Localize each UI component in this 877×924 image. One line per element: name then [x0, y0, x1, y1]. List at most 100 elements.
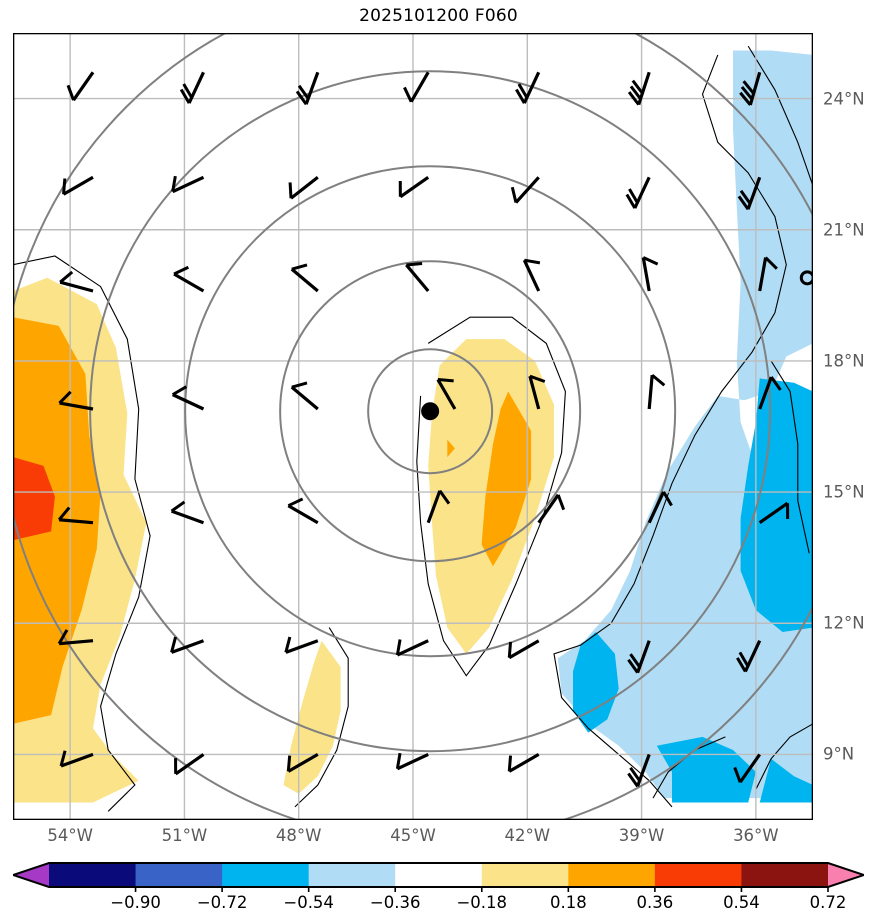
y-tick-label-5: 9°N — [823, 744, 855, 764]
colorbar-tick-label-3: −0.36 — [369, 893, 421, 912]
map-panel — [13, 33, 813, 820]
colorbar-tick-label-0: −0.90 — [110, 893, 161, 912]
x-tick-label-2: 48°W — [275, 826, 322, 845]
colorbar-tick-label-5: 0.18 — [549, 893, 587, 912]
y-tick-label-1: 21°N — [823, 220, 865, 240]
colorbar[interactable] — [13, 858, 864, 892]
wind-barb — [288, 176, 319, 200]
storm-center-marker[interactable] — [421, 402, 440, 421]
contour-outline — [294, 627, 349, 808]
wind-barb — [403, 71, 430, 103]
wind-barb — [627, 753, 651, 788]
colorbar-cell — [828, 863, 864, 887]
wind-barb — [426, 489, 451, 524]
wind-barb — [290, 381, 319, 411]
colorbar-cell — [13, 863, 49, 887]
wind-barb — [647, 373, 666, 410]
map-svg — [13, 33, 813, 820]
wind-barb — [758, 501, 790, 525]
y-tick-label-0: 24°N — [823, 89, 865, 109]
range-ring — [184, 165, 677, 658]
wind-barb — [507, 753, 540, 773]
wind-barb — [395, 752, 429, 771]
wind-barb — [59, 750, 94, 768]
wind-barb — [507, 639, 540, 660]
range-ring-layer — [13, 33, 813, 820]
wind-barb — [758, 256, 778, 292]
wind-barb — [528, 374, 546, 410]
range-ring — [367, 348, 494, 475]
y-tick-label-2: 18°N — [823, 351, 865, 371]
colorbar-cell — [222, 863, 310, 887]
contour-outline — [416, 316, 566, 677]
wind-barb — [736, 640, 762, 673]
colorbar-tick-label-4: −0.18 — [456, 893, 508, 912]
wind-barb — [405, 261, 430, 293]
colorbar-tick-label-2: −0.54 — [283, 893, 334, 912]
wind-barb — [398, 175, 430, 199]
x-tick-label-3: 45°W — [390, 826, 436, 845]
colorbar-cell — [308, 863, 396, 887]
filled-region — [740, 378, 813, 632]
wind-barb — [171, 175, 205, 194]
filled-region — [13, 317, 101, 724]
filled-contour-layer — [13, 50, 813, 803]
range-ring — [279, 260, 582, 563]
contour-outline — [755, 723, 813, 790]
wind-barb-layer — [57, 71, 790, 788]
wind-barb — [627, 71, 651, 106]
secondary-point-marker[interactable] — [799, 270, 813, 286]
x-tick-label-1: 51°W — [161, 826, 208, 845]
map-frame — [13, 33, 813, 820]
wind-barb — [286, 753, 319, 773]
filled-region — [13, 457, 55, 541]
colorbar-cell — [49, 863, 137, 887]
x-tick-label-0: 54°W — [47, 826, 93, 845]
colorbar-svg — [13, 862, 864, 892]
wind-barb — [287, 497, 319, 525]
x-tick-label-5: 39°W — [618, 826, 665, 845]
filled-region — [759, 758, 813, 803]
filled-region — [481, 391, 532, 567]
colorbar-cell — [395, 863, 483, 887]
wind-barb — [170, 500, 205, 525]
filled-region — [557, 50, 813, 799]
colorbar-cell — [568, 863, 656, 887]
colorbar-tick-label-8: 0.72 — [809, 893, 847, 912]
wind-barb — [174, 753, 205, 776]
wind-barb — [295, 71, 320, 106]
wind-barb — [647, 491, 673, 524]
wind-barb — [515, 71, 541, 104]
wind-barb — [510, 176, 540, 204]
marker-layer — [421, 270, 813, 421]
wind-barb — [171, 385, 205, 411]
colorbar-cell — [654, 863, 743, 887]
colorbar-tick-label-1: −0.72 — [196, 893, 248, 912]
colorbar-cell — [481, 863, 569, 887]
wind-barb — [290, 263, 319, 293]
wind-barb — [57, 629, 94, 646]
wind-barb — [737, 176, 762, 211]
x-tick-label-4: 42°W — [504, 826, 551, 845]
y-tick-label-4: 12°N — [823, 613, 865, 633]
wind-barb — [179, 71, 205, 104]
wind-barb — [62, 175, 94, 196]
filled-region — [447, 439, 455, 458]
colorbar-cell — [135, 863, 223, 887]
x-tick-label-6: 36°W — [733, 826, 779, 845]
wind-barb — [284, 636, 319, 654]
range-ring — [89, 70, 772, 753]
colorbar-tick-label-7: 0.54 — [723, 893, 760, 912]
wind-barb — [641, 256, 659, 292]
colorbar-cell — [741, 863, 829, 887]
gridline-layer — [13, 33, 813, 820]
wind-barb — [436, 378, 457, 410]
wind-barb — [59, 270, 94, 293]
wind-barb — [58, 390, 94, 411]
wind-barb — [758, 376, 782, 410]
chart-title: 2025101200 F060 — [359, 6, 518, 26]
filled-region — [283, 640, 341, 794]
wind-barb — [625, 176, 651, 209]
wind-barb — [66, 71, 95, 102]
